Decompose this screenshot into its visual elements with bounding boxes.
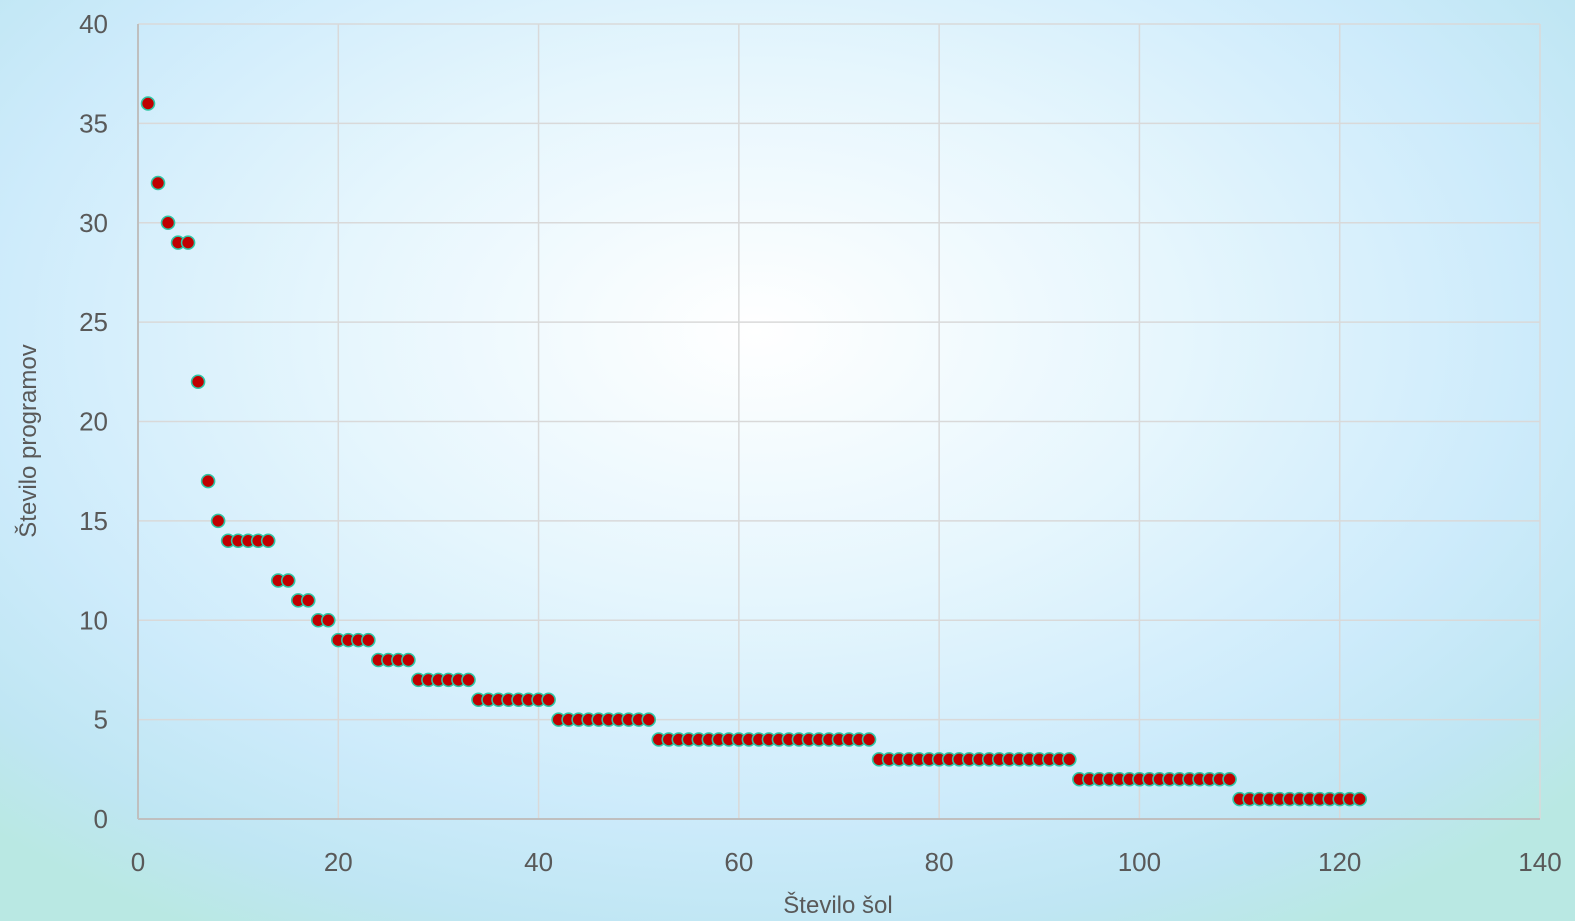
y-tick-label: 0	[94, 804, 108, 834]
data-point	[280, 573, 296, 588]
x-tick-label: 0	[131, 847, 145, 877]
data-point	[140, 96, 156, 111]
data-point	[320, 612, 336, 628]
y-tick-label: 30	[79, 208, 108, 238]
data-points	[140, 96, 1368, 807]
axes	[137, 24, 1540, 820]
data-point	[361, 632, 376, 648]
data-point	[160, 215, 176, 231]
data-point	[1222, 771, 1237, 787]
data-point	[461, 672, 476, 688]
y-tick-label: 5	[94, 705, 108, 735]
y-axis-title: Število programov	[14, 344, 42, 537]
x-tick-label: 120	[1318, 847, 1361, 877]
x-tick-labels: 0 20 40 60 80 100 120 140	[131, 847, 1562, 877]
data-point	[300, 593, 316, 608]
data-point	[541, 692, 556, 708]
y-tick-label: 15	[79, 506, 108, 536]
y-tick-label: 20	[79, 407, 108, 437]
x-tick-label: 20	[324, 847, 353, 877]
data-point	[190, 374, 206, 390]
y-tick-label: 25	[79, 307, 108, 337]
y-tick-label: 35	[79, 108, 108, 138]
y-tick-label: 40	[79, 9, 108, 39]
data-point	[1352, 791, 1368, 807]
data-point	[180, 235, 196, 250]
data-point	[200, 473, 216, 489]
x-tick-label: 100	[1118, 847, 1161, 877]
data-point	[210, 513, 226, 529]
y-tick-labels: 0 5 10 15 20 25 30 35 40	[79, 9, 108, 834]
data-point	[150, 175, 166, 191]
gridlines	[137, 23, 1541, 820]
data-point	[260, 533, 276, 549]
data-point	[641, 712, 657, 727]
data-point	[1062, 752, 1077, 767]
data-point	[401, 652, 416, 668]
data-point	[861, 732, 877, 747]
y-tick-label: 10	[79, 605, 108, 635]
x-tick-label: 140	[1518, 847, 1561, 877]
x-tick-label: 80	[925, 847, 954, 877]
x-tick-label: 60	[724, 847, 753, 877]
x-tick-label: 40	[524, 847, 553, 877]
x-axis-title: Število šol	[783, 891, 892, 919]
